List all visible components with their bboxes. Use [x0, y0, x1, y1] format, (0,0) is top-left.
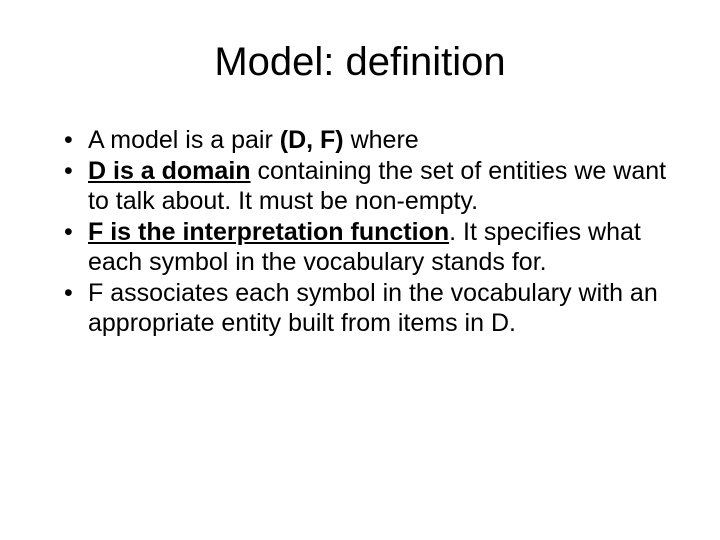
bullet-item: A model is a pair (D, F) where: [60, 125, 670, 156]
slide: Model: definition A model is a pair (D, …: [0, 0, 720, 540]
bullet-item: F associates each symbol in the vocabula…: [60, 278, 670, 339]
bullet-item: F is the interpretation function. It spe…: [60, 217, 670, 278]
text-run: F associates each symbol in the vocabula…: [88, 279, 658, 338]
text-run: A model is a pair: [88, 126, 280, 154]
text-run: where: [344, 126, 419, 154]
text-run: D is a domain: [88, 157, 251, 185]
slide-title: Model: definition: [50, 40, 670, 85]
bullet-item: D is a domain containing the set of enti…: [60, 156, 670, 217]
text-run: (D, F): [280, 126, 344, 154]
text-run: F is the interpretation function: [88, 218, 449, 246]
bullet-list: A model is a pair (D, F) whereD is a dom…: [60, 125, 670, 339]
